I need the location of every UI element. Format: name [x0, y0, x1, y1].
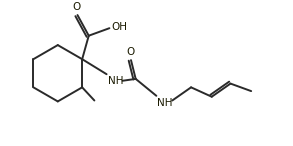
Text: O: O — [126, 47, 134, 57]
Text: NH: NH — [157, 98, 173, 108]
Text: NH: NH — [108, 76, 123, 86]
Text: O: O — [72, 2, 81, 12]
Text: OH: OH — [111, 22, 127, 32]
